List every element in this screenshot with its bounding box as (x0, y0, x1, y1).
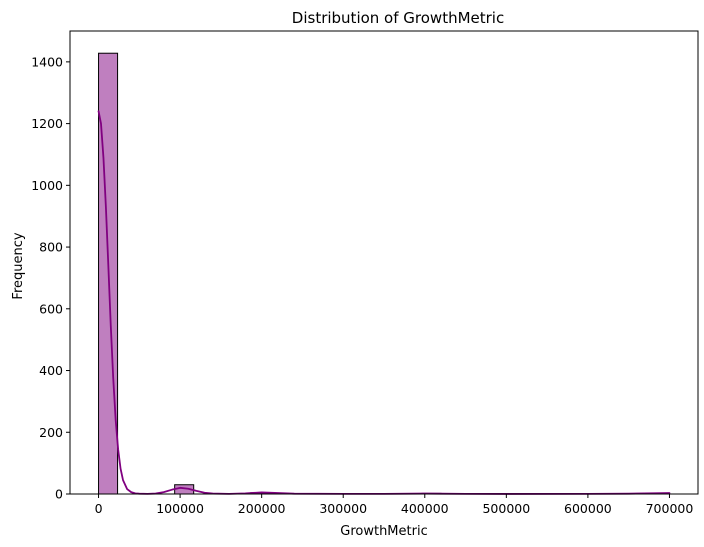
y-tick-label: 800 (39, 240, 63, 255)
x-tick-label: 100000 (156, 501, 204, 516)
kde-line (97, 110, 671, 495)
x-tick-label: 200000 (238, 501, 286, 516)
y-tick-label: 1200 (31, 116, 63, 131)
x-tick-label: 400000 (401, 501, 449, 516)
y-tick-label: 400 (39, 363, 63, 378)
x-tick-label: 700000 (646, 501, 694, 516)
x-tick-label: 500000 (482, 501, 530, 516)
y-tick-label: 0 (55, 487, 63, 502)
axes-frame (69, 30, 699, 495)
x-tick-label: 300000 (319, 501, 367, 516)
x-axis-label: GrowthMetric (340, 524, 427, 539)
x-tick-label: 0 (95, 501, 103, 516)
y-axis-label: Frequency (11, 232, 26, 299)
x-tick-label: 600000 (564, 501, 612, 516)
y-tick-label: 1400 (31, 54, 63, 69)
y-tick-label: 1000 (31, 178, 63, 193)
plot-area: 0 100000 200000 300000 400000 500000 600000 700… (31, 30, 699, 516)
chart-title: Distribution of GrowthMetric (292, 9, 504, 27)
y-tick-label: 600 (39, 301, 63, 316)
y-tick-label: 200 (39, 425, 63, 440)
